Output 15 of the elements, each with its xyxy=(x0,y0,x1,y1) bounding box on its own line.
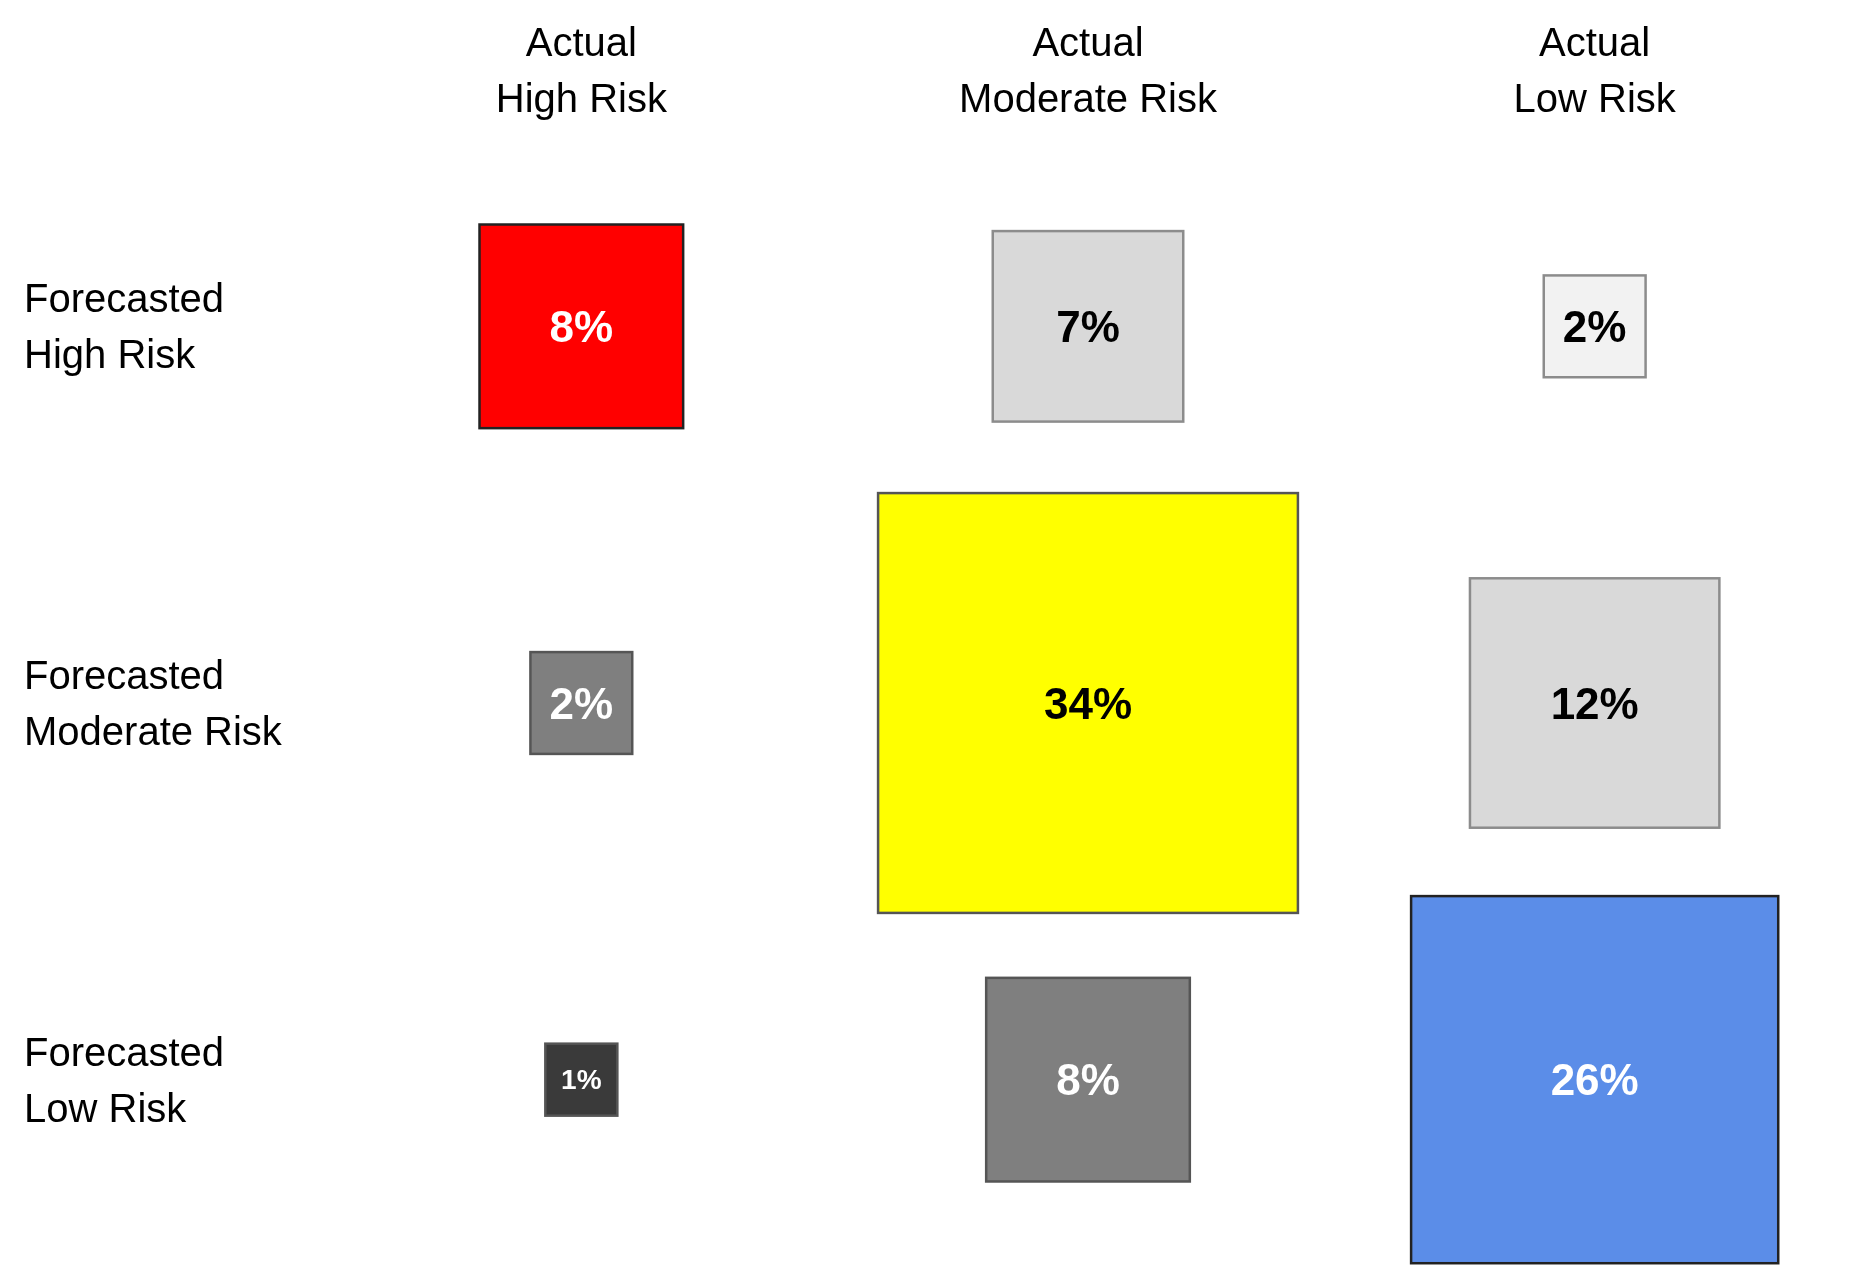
x-tick-label: Actual Moderate Risk xyxy=(959,20,1218,120)
x-tick-label: Actual High Risk xyxy=(495,20,668,120)
y-tick-label: Forecasted High Risk xyxy=(24,276,225,377)
x-tick-label: Actual Low Risk xyxy=(1513,20,1677,120)
data-label: 2% xyxy=(1562,301,1627,351)
data-label: 12% xyxy=(1550,678,1639,728)
y-tick-label: Forecasted Low Risk xyxy=(24,1029,225,1130)
data-label: 26% xyxy=(1550,1055,1639,1105)
data-label: 8% xyxy=(549,301,614,351)
data-label: 2% xyxy=(549,678,614,728)
data-label: 34% xyxy=(1043,678,1133,728)
y-tick-label: Forecasted Moderate Risk xyxy=(24,653,283,753)
data-label: 1% xyxy=(561,1064,602,1096)
data-label: 7% xyxy=(1056,301,1120,351)
data-label: 8% xyxy=(1056,1055,1120,1105)
